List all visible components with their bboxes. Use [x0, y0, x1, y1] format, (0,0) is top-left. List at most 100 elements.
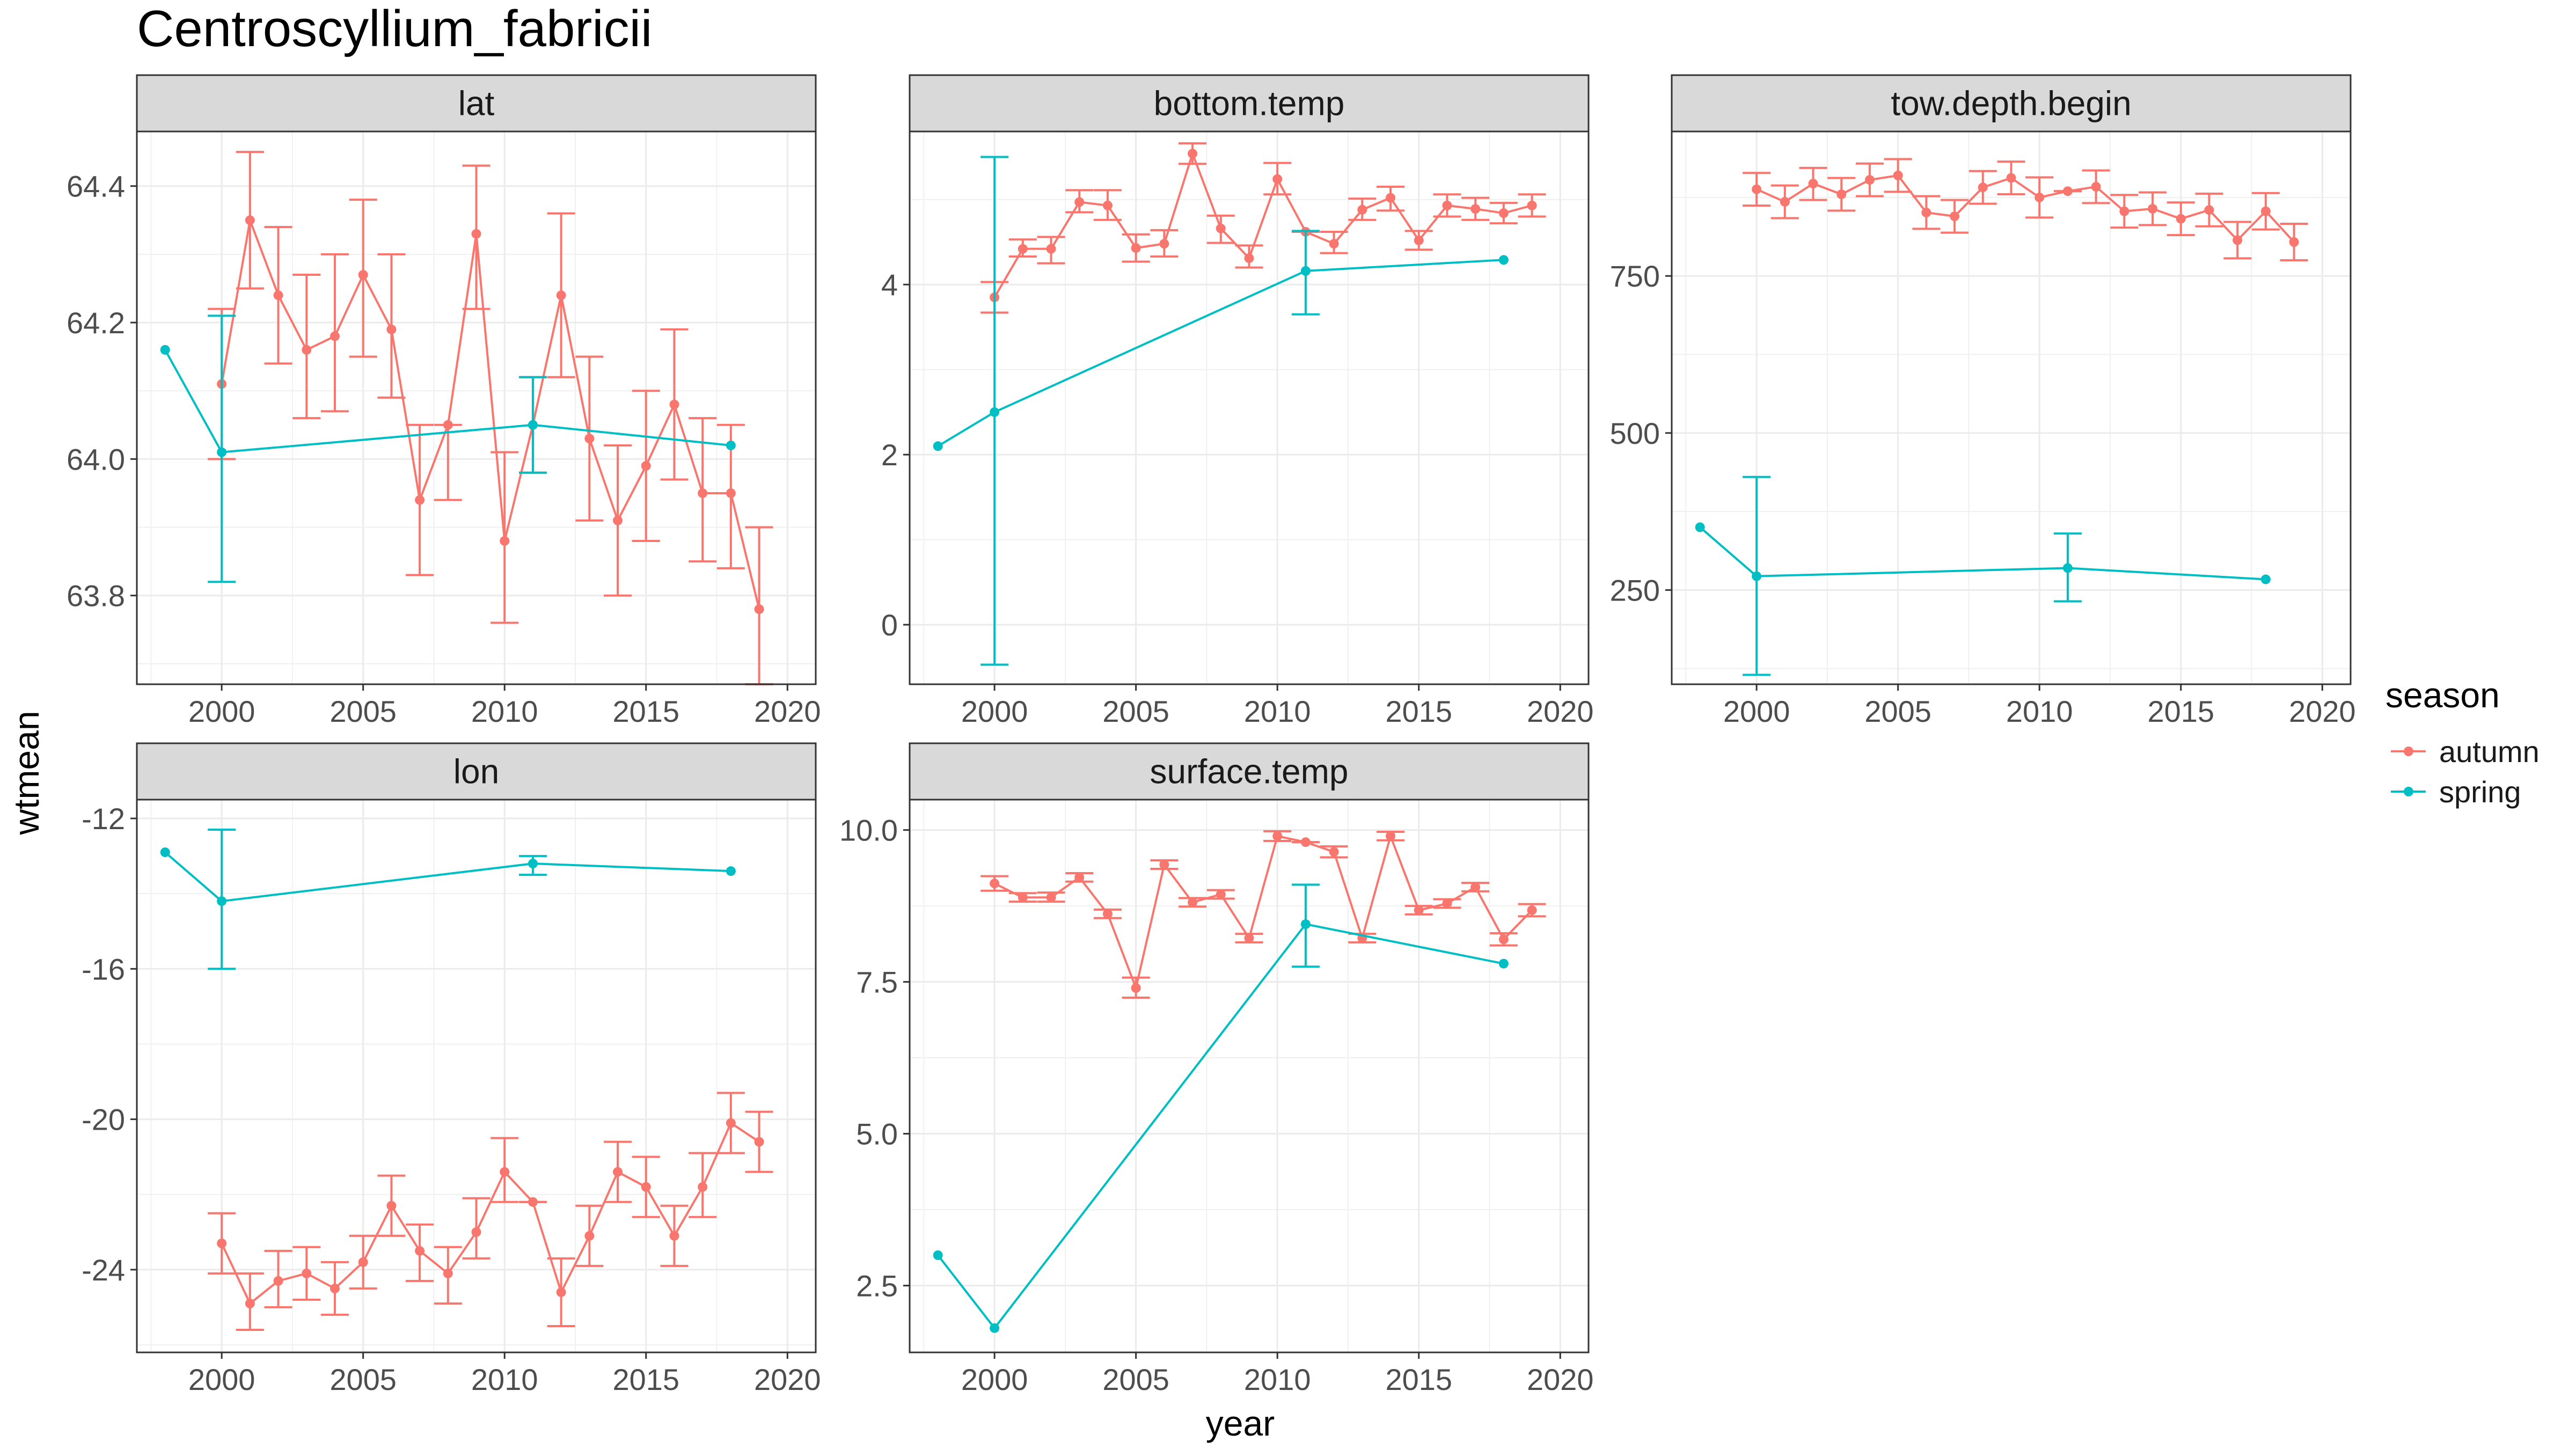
data-point	[669, 399, 679, 409]
data-point	[726, 866, 736, 876]
data-point	[990, 879, 1000, 889]
panel-surface-temp: surface.temp 2.5 5.0 7.5 10.0 2000 2005 2010 201…	[839, 742, 1594, 1396]
legend-label-autumn: autumn	[2439, 735, 2540, 769]
data-point	[584, 434, 595, 444]
series-autumn	[980, 830, 1546, 999]
series-line-spring	[164, 851, 731, 903]
series-spring	[1695, 475, 2271, 676]
data-point	[754, 604, 764, 614]
y-tick-label: 64.2	[67, 306, 125, 340]
strip-label-tow-depth-begin: tow.depth.begin	[1891, 84, 2131, 123]
y-tick-label: 500	[1610, 416, 1660, 450]
plot-area-bottom-temp	[910, 131, 1589, 684]
data-point	[443, 420, 453, 430]
series-spring	[933, 883, 1509, 1333]
figure-title: Centroscyllium_fabricii	[137, 0, 652, 57]
x-tick-label: 2015	[612, 1363, 679, 1396]
legend-item-autumn: autumn	[2391, 735, 2540, 769]
data-point	[330, 331, 340, 341]
data-point	[1836, 189, 1847, 200]
data-point	[2260, 206, 2271, 216]
panel-bottom-temp: bottom.temp 0 2 4 2000 2005 2010 2015 2020	[881, 74, 1594, 728]
series-autumn	[980, 142, 1546, 314]
series-line-spring	[937, 923, 1504, 1329]
data-point	[1159, 239, 1169, 249]
data-point	[217, 1238, 227, 1248]
data-point	[584, 1231, 595, 1241]
data-point	[1074, 872, 1085, 882]
data-point	[1272, 174, 1283, 184]
x-tick-label: 2005	[330, 1363, 397, 1396]
data-point	[1046, 244, 1056, 254]
x-tick-label: 2000	[1723, 694, 1790, 728]
data-point	[726, 488, 736, 498]
data-point	[1978, 182, 1988, 193]
data-point	[1102, 909, 1113, 919]
x-tick-label: 2010	[471, 694, 538, 728]
data-point	[471, 1227, 481, 1237]
series-line-spring	[937, 259, 1504, 448]
plot-area-lon	[137, 800, 816, 1352]
y-tick-label: -12	[82, 802, 125, 836]
x-tick-label: 2020	[754, 1363, 821, 1396]
data-point	[1414, 905, 1424, 915]
data-point	[2204, 205, 2214, 215]
data-point	[2006, 173, 2016, 183]
data-point	[302, 1268, 312, 1278]
data-point	[302, 345, 312, 355]
x-tick-label: 2020	[1527, 694, 1594, 728]
data-point	[2062, 563, 2073, 573]
data-point	[2260, 574, 2271, 584]
data-point	[500, 1167, 510, 1177]
data-point	[1780, 197, 1790, 207]
data-point	[217, 447, 227, 457]
data-point	[1188, 149, 1198, 159]
data-point	[698, 488, 708, 498]
strip-label-lon: lon	[453, 752, 499, 791]
legend-label-spring: spring	[2439, 775, 2521, 809]
data-point	[2233, 235, 2243, 245]
data-point	[1131, 243, 1141, 253]
panel-lat: lat 63.8 64.0 64.2 64.4 2000 2005 2010 2015 2020	[67, 74, 821, 728]
data-point	[358, 270, 368, 280]
data-point	[1131, 983, 1141, 993]
data-point	[641, 461, 651, 471]
data-point	[1272, 831, 1283, 841]
data-point	[1498, 934, 1509, 945]
x-tick-label: 2015	[2147, 694, 2214, 728]
data-point	[245, 215, 255, 225]
series-line-autumn	[221, 219, 760, 610]
data-point	[1244, 933, 1254, 943]
data-point	[1357, 204, 1367, 215]
data-point	[1046, 892, 1056, 903]
data-point	[1864, 175, 1875, 185]
data-point	[1386, 193, 1396, 203]
data-point	[669, 1231, 679, 1241]
series-autumn	[208, 1092, 773, 1331]
data-point	[933, 441, 943, 451]
legend-item-spring: spring	[2391, 775, 2521, 809]
data-point	[386, 324, 397, 334]
x-tick-label: 2005	[330, 694, 397, 728]
x-tick-label: 2010	[1244, 1363, 1311, 1396]
y-axis-title: wtmean	[6, 711, 46, 835]
x-tick-label: 2015	[1385, 694, 1452, 728]
data-point	[245, 1298, 255, 1308]
x-tick-label: 2010	[2006, 694, 2073, 728]
data-point	[1950, 211, 1960, 222]
data-point	[1442, 898, 1452, 909]
data-point	[471, 229, 481, 239]
series-line-spring	[1699, 526, 2266, 581]
panel-tow-depth-begin: tow.depth.begin 250 500 750 2000 2005 2010 2015…	[1610, 74, 2356, 728]
y-tick-label: 0	[881, 608, 898, 642]
legend: season autumn spring	[2385, 675, 2540, 809]
series-line-autumn	[994, 835, 1533, 989]
series-line-autumn	[1756, 174, 2295, 243]
data-point	[1386, 831, 1396, 841]
data-point	[754, 1137, 764, 1147]
series-spring	[160, 829, 736, 970]
x-tick-label: 2005	[1102, 1363, 1169, 1396]
series-autumn	[1743, 158, 2308, 261]
